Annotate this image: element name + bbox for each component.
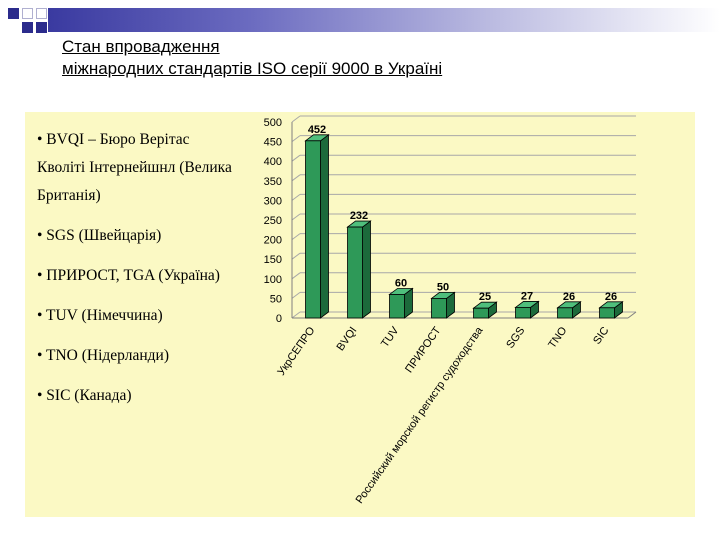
header-gradient-bar	[48, 8, 720, 32]
bar	[557, 307, 573, 319]
y-tick-label: 100	[264, 274, 282, 286]
bar-side	[320, 134, 329, 319]
y-tick-label: 50	[270, 293, 282, 305]
data-label: 26	[563, 291, 575, 303]
slide-title: Стан впровадження міжнародних стандартів…	[62, 36, 622, 80]
data-label: 452	[308, 124, 326, 136]
slide-title-line-1: Стан впровадження	[62, 37, 220, 56]
x-tick-label: SIC	[591, 325, 611, 347]
header-square-1	[8, 8, 19, 19]
x-tick-label: УкрСЕПРО	[275, 324, 317, 377]
header-square-4	[22, 22, 33, 33]
data-label: 232	[350, 210, 368, 222]
data-label: 27	[521, 290, 533, 302]
bar	[389, 294, 405, 319]
gridline-depth	[291, 252, 301, 260]
y-tick-label: 400	[264, 156, 282, 168]
gridline-depth	[291, 272, 301, 280]
bar-chart: 0 50 100 150 200 250 300 350 400 450 500 452 УкрСЕПР…	[264, 115, 637, 506]
y-tick-label: 350	[264, 176, 282, 188]
bar	[599, 307, 615, 319]
data-label: 50	[437, 281, 449, 293]
gridline-depth	[291, 154, 301, 162]
slide-title-line-2: міжнародних стандартів ISO серії 9000 в …	[62, 59, 443, 78]
bullet-item-bvqi: • BVQI – Бюро Верітас Кволіті Інтернейшн…	[37, 131, 232, 204]
x-tick-label: TUV	[379, 324, 402, 349]
y-tick-label: 0	[276, 313, 282, 325]
x-tick-label: ПРИРОСТ	[403, 325, 443, 376]
x-tick-label: TNO	[546, 324, 569, 350]
y-tick-label: 200	[264, 235, 282, 247]
bar	[431, 297, 447, 319]
bar	[473, 307, 489, 319]
gridline-depth	[291, 194, 301, 201]
bar	[515, 307, 531, 319]
y-tick-label: 150	[264, 254, 282, 266]
gridline-depth	[291, 115, 301, 123]
bullet-item-tuv: • TUV (Німеччина)	[37, 307, 163, 324]
y-tick-label: 250	[264, 215, 282, 227]
header-square-3	[36, 8, 47, 19]
bullet-item-sic: • SIC (Канада)	[37, 387, 132, 404]
y-tick-label: 500	[264, 117, 282, 129]
data-label: 60	[395, 277, 407, 289]
bullet-list: • BVQI – Бюро Верітас Кволіті Інтернейшн…	[37, 126, 237, 422]
gridline-depth	[291, 233, 301, 240]
y-tick-label: 300	[264, 195, 282, 207]
gridline-depth	[291, 174, 301, 182]
gridline-depth	[291, 291, 301, 299]
header-square-2	[22, 8, 33, 19]
bar	[305, 140, 321, 319]
x-axis-depth	[627, 311, 637, 319]
x-tick-label: SGS	[504, 325, 527, 351]
bullet-item-pryrost: • ПРИРОСТ, TGA (Україна)	[37, 267, 220, 284]
header-square-5	[36, 22, 47, 33]
gridline-depth	[291, 135, 301, 143]
bullet-item-sgs: • SGS (Швейцарія)	[37, 227, 162, 244]
x-tick-label: BVQI	[335, 325, 360, 353]
gridline-depth	[291, 213, 301, 221]
data-label: 26	[605, 291, 617, 303]
gridline-depth	[291, 311, 301, 319]
bar-side	[362, 220, 371, 319]
y-tick-label: 450	[264, 137, 282, 149]
data-label: 25	[479, 291, 491, 303]
bar	[347, 226, 363, 319]
bullet-item-tno: • TNO (Нідерланди)	[37, 347, 169, 364]
